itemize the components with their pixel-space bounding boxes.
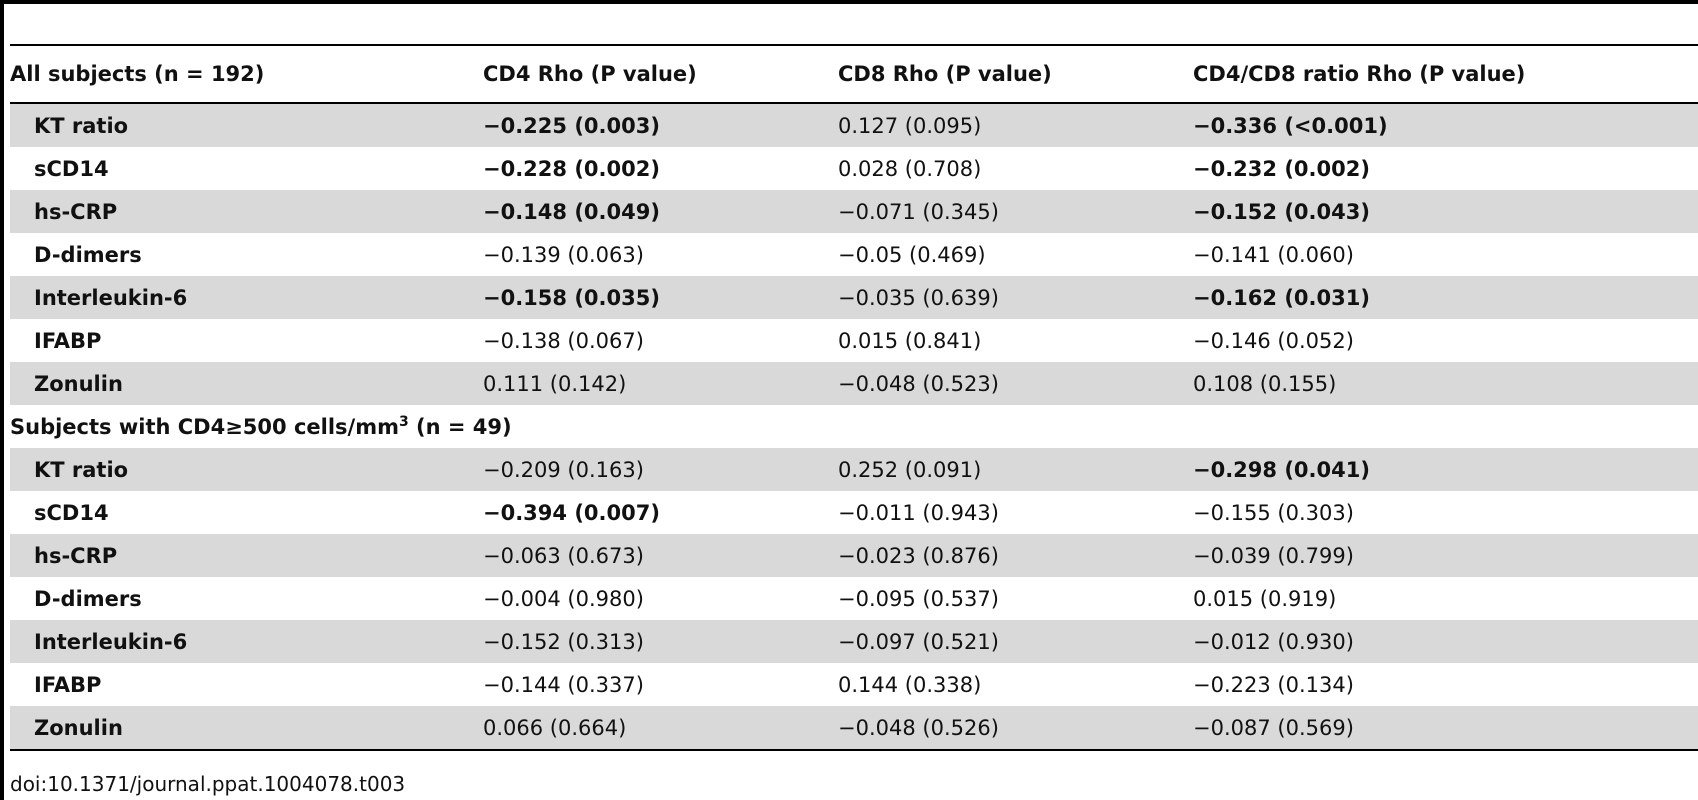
row-label: Interleukin-6 [34, 285, 188, 310]
section-suffix: (n = 49) [408, 414, 512, 439]
cd4-value: −0.144 (0.337) [483, 672, 644, 697]
section-prefix: Subjects with CD4≥500 cells/mm [10, 414, 399, 439]
row-label: D-dimers [34, 586, 142, 611]
row-label: hs-CRP [34, 199, 118, 224]
cd8-value: −0.048 (0.523) [838, 371, 999, 396]
header-cd4: CD4 Rho (P value) [483, 61, 697, 86]
header-cd8: CD8 Rho (P value) [838, 61, 1052, 86]
row-label: sCD14 [34, 156, 109, 181]
table-bottom-rule [10, 749, 1698, 751]
cd4-value: −0.004 (0.980) [483, 586, 644, 611]
cd8-value: −0.035 (0.639) [838, 285, 999, 310]
row-label: D-dimers [34, 242, 142, 267]
table-row: Zonulin 0.111 (0.142) −0.048 (0.523) 0.1… [10, 362, 1698, 405]
row-label: KT ratio [34, 113, 129, 138]
ratio-value: −0.087 (0.569) [1193, 715, 1354, 740]
table-row: hs-CRP −0.148 (0.049) −0.071 (0.345) −0.… [10, 190, 1698, 233]
cd4-value: −0.148 (0.049) [483, 199, 660, 224]
group2-body: KT ratio −0.209 (0.163) 0.252 (0.091) −0… [10, 448, 1698, 749]
cd8-value: 0.015 (0.841) [838, 328, 982, 353]
cd8-value: −0.095 (0.537) [838, 586, 999, 611]
cd4-value: −0.158 (0.035) [483, 285, 660, 310]
row-label: Zonulin [34, 715, 123, 740]
row-label: Interleukin-6 [34, 629, 188, 654]
row-label: KT ratio [34, 457, 129, 482]
table-row: Interleukin-6 −0.158 (0.035) −0.035 (0.6… [10, 276, 1698, 319]
cd8-value: −0.048 (0.526) [838, 715, 999, 740]
cd4-value: −0.152 (0.313) [483, 629, 644, 654]
cd8-value: 0.144 (0.338) [838, 672, 982, 697]
correlation-table: All subjects (n = 192) CD4 Rho (P value)… [10, 45, 1698, 751]
ratio-value: −0.141 (0.060) [1193, 242, 1354, 267]
ratio-value: −0.155 (0.303) [1193, 500, 1354, 525]
table-row: D-dimers −0.139 (0.063) −0.05 (0.469) −0… [10, 233, 1698, 276]
row-label: sCD14 [34, 500, 109, 525]
cd4-value: −0.209 (0.163) [483, 457, 644, 482]
section-superscript: 3 [398, 413, 409, 430]
cd4-value: −0.063 (0.673) [483, 543, 644, 568]
cd8-value: −0.011 (0.943) [838, 500, 999, 525]
table-row: Interleukin-6 −0.152 (0.313) −0.097 (0.5… [10, 620, 1698, 663]
group1-body: KT ratio −0.225 (0.003) 0.127 (0.095) −0… [10, 104, 1698, 405]
table-row: KT ratio −0.225 (0.003) 0.127 (0.095) −0… [10, 104, 1698, 147]
table-row: D-dimers −0.004 (0.980) −0.095 (0.537) 0… [10, 577, 1698, 620]
ratio-value: −0.146 (0.052) [1193, 328, 1354, 353]
cd4-value: −0.225 (0.003) [483, 113, 660, 138]
cd8-value: 0.028 (0.708) [838, 156, 982, 181]
cd8-value: −0.097 (0.521) [838, 629, 999, 654]
doi-caption: doi:10.1371/journal.ppat.1004078.t003 [10, 772, 406, 796]
row-label: IFABP [34, 328, 102, 353]
table-row: sCD14 −0.394 (0.007) −0.011 (0.943) −0.1… [10, 491, 1698, 534]
ratio-value: −0.223 (0.134) [1193, 672, 1354, 697]
cd4-value: −0.394 (0.007) [483, 500, 660, 525]
table-row: KT ratio −0.209 (0.163) 0.252 (0.091) −0… [10, 448, 1698, 491]
ratio-value: −0.152 (0.043) [1193, 199, 1370, 224]
row-label: IFABP [34, 672, 102, 697]
top-border [0, 0, 1698, 4]
header-subjects: All subjects (n = 192) [10, 61, 265, 86]
cd4-value: −0.139 (0.063) [483, 242, 644, 267]
table-header-row: All subjects (n = 192) CD4 Rho (P value)… [10, 45, 1698, 104]
ratio-value: −0.039 (0.799) [1193, 543, 1354, 568]
table-row: sCD14 −0.228 (0.002) 0.028 (0.708) −0.23… [10, 147, 1698, 190]
table-top-rule [10, 44, 1698, 46]
table-row: IFABP −0.138 (0.067) 0.015 (0.841) −0.14… [10, 319, 1698, 362]
row-label: Zonulin [34, 371, 123, 396]
section-heading-text: Subjects with CD4≥500 cells/mm3 (n = 49) [10, 415, 1698, 439]
cd4-value: 0.111 (0.142) [483, 371, 627, 396]
cd8-value: 0.252 (0.091) [838, 457, 982, 482]
ratio-value: −0.012 (0.930) [1193, 629, 1354, 654]
cd4-value: −0.138 (0.067) [483, 328, 644, 353]
cd4-value: 0.066 (0.664) [483, 715, 627, 740]
table-row: IFABP −0.144 (0.337) 0.144 (0.338) −0.22… [10, 663, 1698, 706]
table-row: hs-CRP −0.063 (0.673) −0.023 (0.876) −0.… [10, 534, 1698, 577]
cd4-value: −0.228 (0.002) [483, 156, 660, 181]
row-label: hs-CRP [34, 543, 118, 568]
header-ratio: CD4/CD8 ratio Rho (P value) [1193, 61, 1526, 86]
left-border [0, 0, 4, 800]
section-heading-cd4-500: Subjects with CD4≥500 cells/mm3 (n = 49) [10, 405, 1698, 448]
ratio-value: −0.336 (<0.001) [1193, 113, 1388, 138]
ratio-value: −0.162 (0.031) [1193, 285, 1370, 310]
cd8-value: 0.127 (0.095) [838, 113, 982, 138]
cd8-value: −0.071 (0.345) [838, 199, 999, 224]
ratio-value: 0.108 (0.155) [1193, 371, 1337, 396]
ratio-value: −0.298 (0.041) [1193, 457, 1370, 482]
ratio-value: −0.232 (0.002) [1193, 156, 1370, 181]
cd8-value: −0.05 (0.469) [838, 242, 986, 267]
cd8-value: −0.023 (0.876) [838, 543, 999, 568]
table-row: Zonulin 0.066 (0.664) −0.048 (0.526) −0.… [10, 706, 1698, 749]
ratio-value: 0.015 (0.919) [1193, 586, 1337, 611]
